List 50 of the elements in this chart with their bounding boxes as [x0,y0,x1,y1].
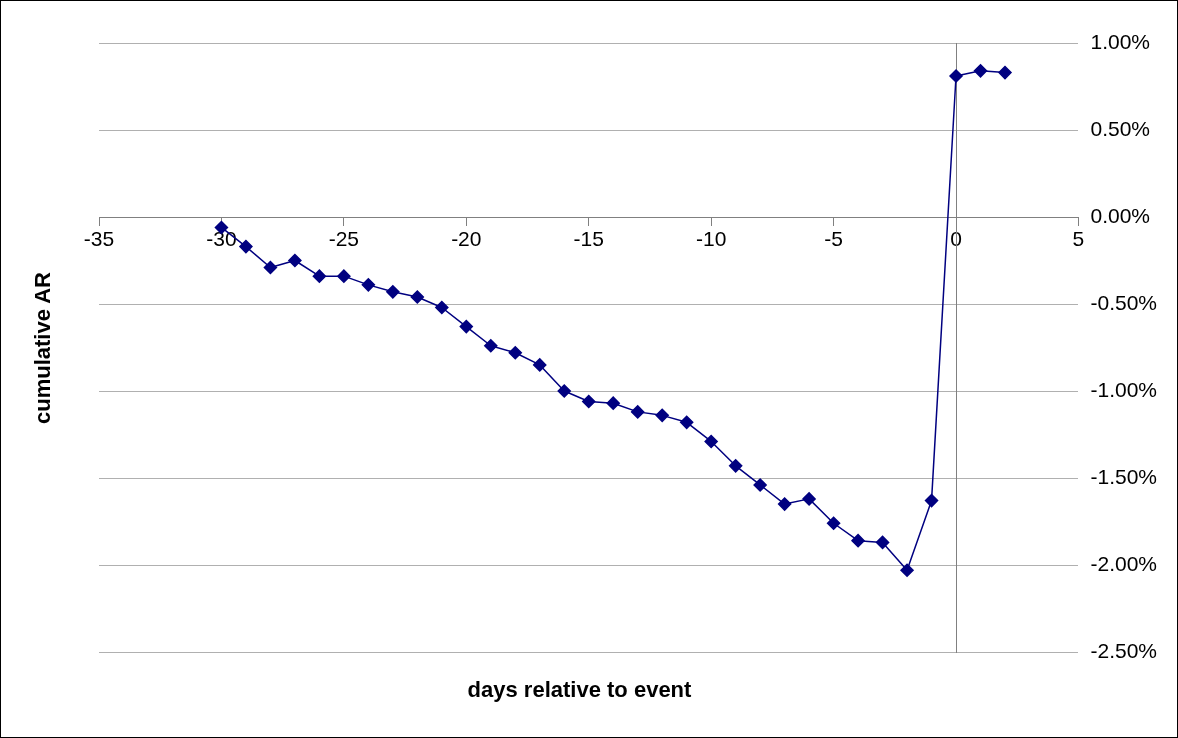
point [924,493,939,508]
y-tick-label: -2.00% [1090,551,1158,575]
x-tick-label: 5 [1072,227,1085,251]
point [508,345,523,360]
point [826,516,841,530]
y-tick-label: -2.50% [1090,638,1158,662]
x-axis-title: days relative to event [466,677,693,703]
point [239,239,253,254]
point [435,300,449,315]
point [998,65,1012,80]
point [581,394,596,409]
y-tick-label: 1.00% [1090,29,1151,53]
point [851,533,865,548]
point [753,478,767,492]
x-tick-label: -10 [695,227,727,251]
x-tick-label: -25 [328,227,360,251]
point [802,492,816,506]
x-tick-label: -20 [451,227,482,251]
x-tick-label: -5 [824,227,843,251]
x-tick-label: -35 [83,227,115,251]
point [655,408,669,423]
point [679,415,694,430]
y-tick-label: 0.50% [1090,116,1151,140]
point [459,319,474,334]
y-tick-label: 0.00% [1090,203,1151,227]
point [484,339,498,353]
point [361,278,376,292]
point [263,260,278,275]
point [606,396,620,410]
y-tick-label: -1.50% [1090,464,1158,488]
y-axis-title: cumulative AR [30,271,56,425]
x-tick-label: -15 [573,227,604,251]
point [312,269,327,283]
point [728,459,743,473]
x-tick-label: -30 [206,227,237,251]
point [288,253,302,268]
point [900,563,914,577]
y-tick-label: -0.50% [1090,290,1158,314]
point [337,269,351,283]
point [386,285,400,299]
point [949,69,963,83]
point [704,434,718,449]
point [557,384,571,398]
point [630,405,645,419]
point [777,497,792,511]
y-tick-label: -1.00% [1090,377,1158,401]
point [973,64,988,78]
point [875,535,890,550]
point [533,358,547,372]
point [410,290,425,304]
